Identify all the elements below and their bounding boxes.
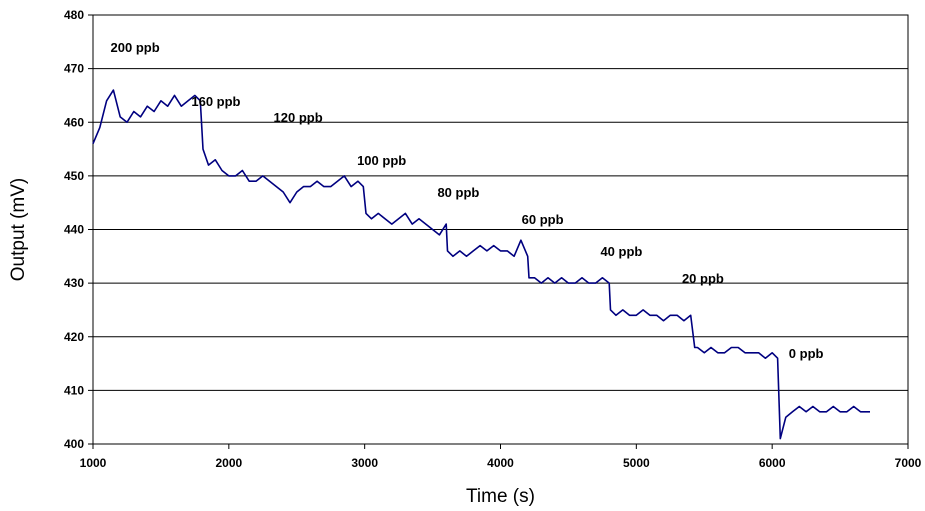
x-tick-label: 7000 <box>895 456 922 470</box>
x-tick-label: 6000 <box>759 456 786 470</box>
x-axis-title: Time (s) <box>466 486 535 507</box>
y-tick-label: 420 <box>64 330 84 344</box>
x-tick-label: 4000 <box>487 456 514 470</box>
series-line <box>92 89 870 440</box>
annotation-layer: 200 ppb 160 ppb 120 ppb 100 ppb 80 ppb 60 ppb… <box>111 40 824 361</box>
y-tick-label: 430 <box>64 276 84 290</box>
concentration-label: 100 ppb <box>357 153 406 168</box>
concentration-label: 160 ppb <box>191 94 240 109</box>
y-tick-label: 470 <box>64 62 84 76</box>
y-axis-title: Output (mV) <box>8 178 29 281</box>
x-tick-label: 3000 <box>351 456 378 470</box>
concentration-label: 0 ppb <box>789 346 824 361</box>
y-tick-label: 400 <box>64 437 84 451</box>
x-tick-label: 5000 <box>623 456 650 470</box>
y-axis-ticks: 400 410 420 430 440 450 460 470 480 <box>64 8 93 451</box>
x-tick-label: 2000 <box>215 456 242 470</box>
y-tick-label: 410 <box>64 383 84 397</box>
series-layer <box>92 89 870 440</box>
concentration-label: 80 ppb <box>437 185 479 200</box>
concentration-label: 200 ppb <box>111 40 160 55</box>
x-axis-ticks: 1000 2000 3000 4000 5000 6000 7000 <box>80 444 922 470</box>
y-tick-label: 440 <box>64 223 84 237</box>
y-tick-label: 480 <box>64 8 84 22</box>
concentration-label: 60 ppb <box>522 212 564 227</box>
concentration-label: 120 ppb <box>274 110 323 125</box>
y-tick-label: 450 <box>64 169 84 183</box>
concentration-label: 40 ppb <box>600 244 642 259</box>
x-tick-label: 1000 <box>80 456 107 470</box>
grid-lines <box>93 68 908 391</box>
concentration-label: 20 ppb <box>682 271 724 286</box>
y-tick-label: 460 <box>64 115 84 129</box>
